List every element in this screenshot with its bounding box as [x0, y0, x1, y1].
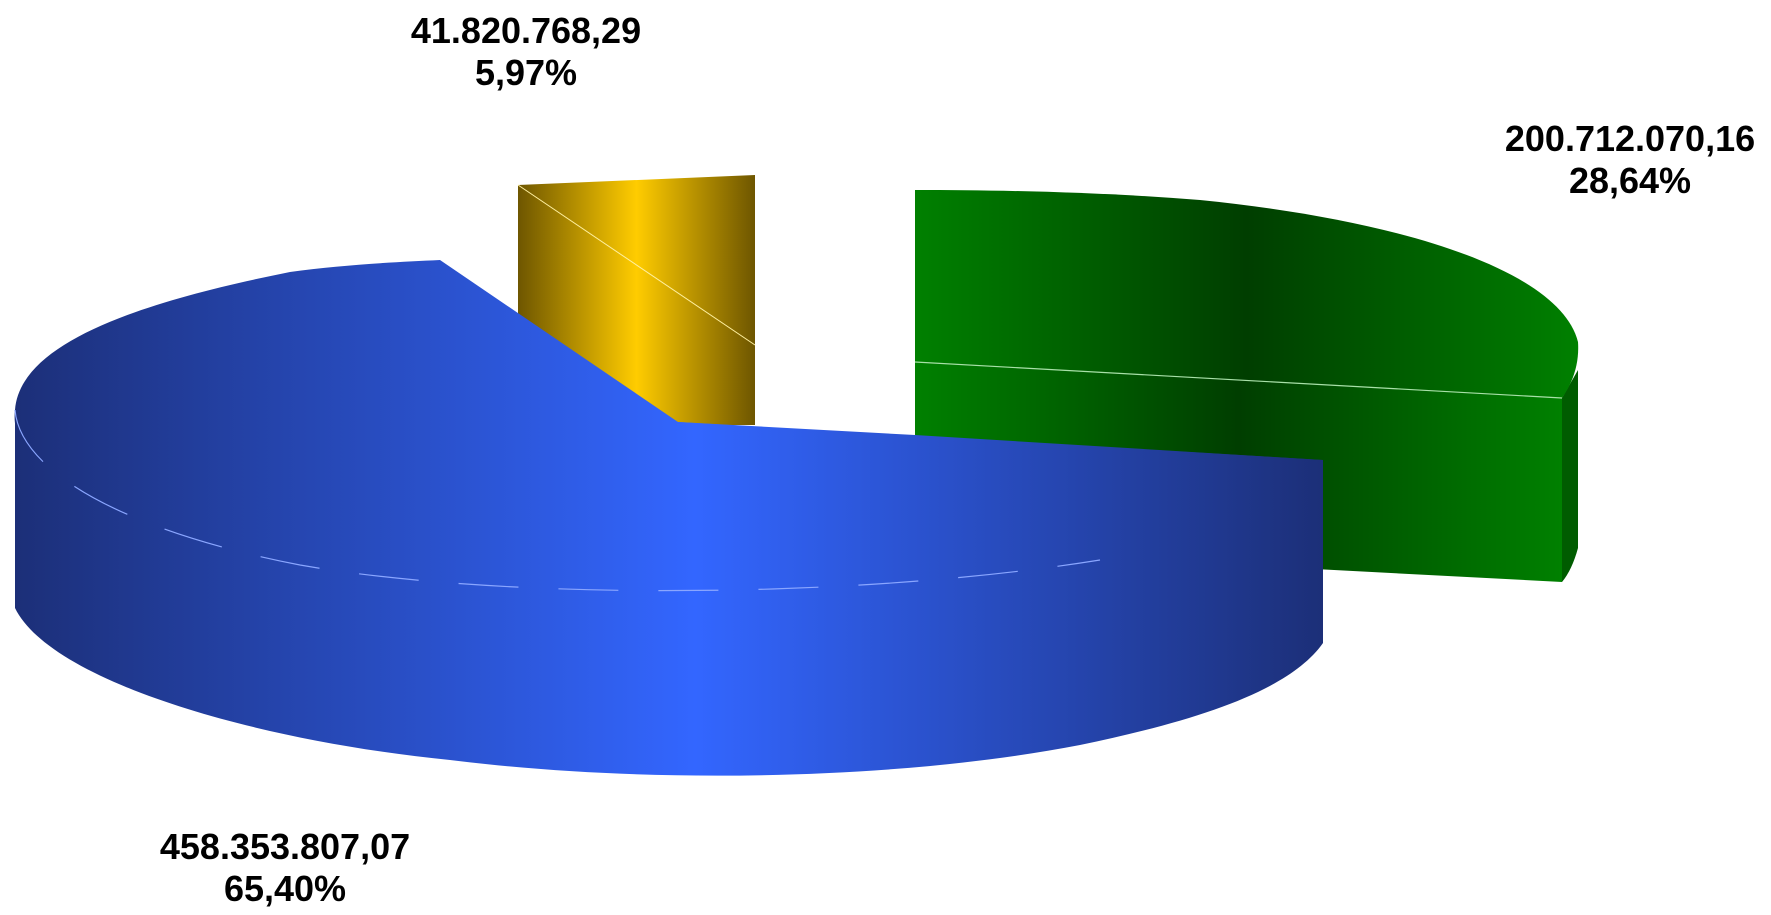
pie-label-3-percent: 28,64%	[1568, 160, 1692, 201]
pie-label-3-value: 200.712.070,16	[1504, 118, 1756, 159]
pie-slice-2-edge	[517, 184, 756, 346]
pie-label-2-value: 41.820.768,29	[410, 10, 642, 51]
pie-slice-3-outer-wall	[1562, 370, 1578, 582]
pie-label-1-value: 458.353.807,07	[159, 826, 411, 867]
pie-slice-3-edge	[914, 361, 1563, 399]
pie-slice-1-top	[14, 260, 1323, 590]
pie-label-1: 458.353.807,07 65,40%	[140, 826, 430, 910]
pie-label-2: 41.820.768,29 5,97%	[396, 10, 656, 94]
pie-label-1-percent: 65,40%	[223, 868, 347, 909]
pie-label-2-percent: 5,97%	[474, 52, 578, 93]
pie-label-3: 200.712.070,16 28,64%	[1490, 118, 1770, 202]
pie-slice-3-top	[915, 190, 1579, 398]
pie-slice-1-rim	[14, 409, 1101, 592]
pie-slice-1	[14, 260, 1323, 776]
